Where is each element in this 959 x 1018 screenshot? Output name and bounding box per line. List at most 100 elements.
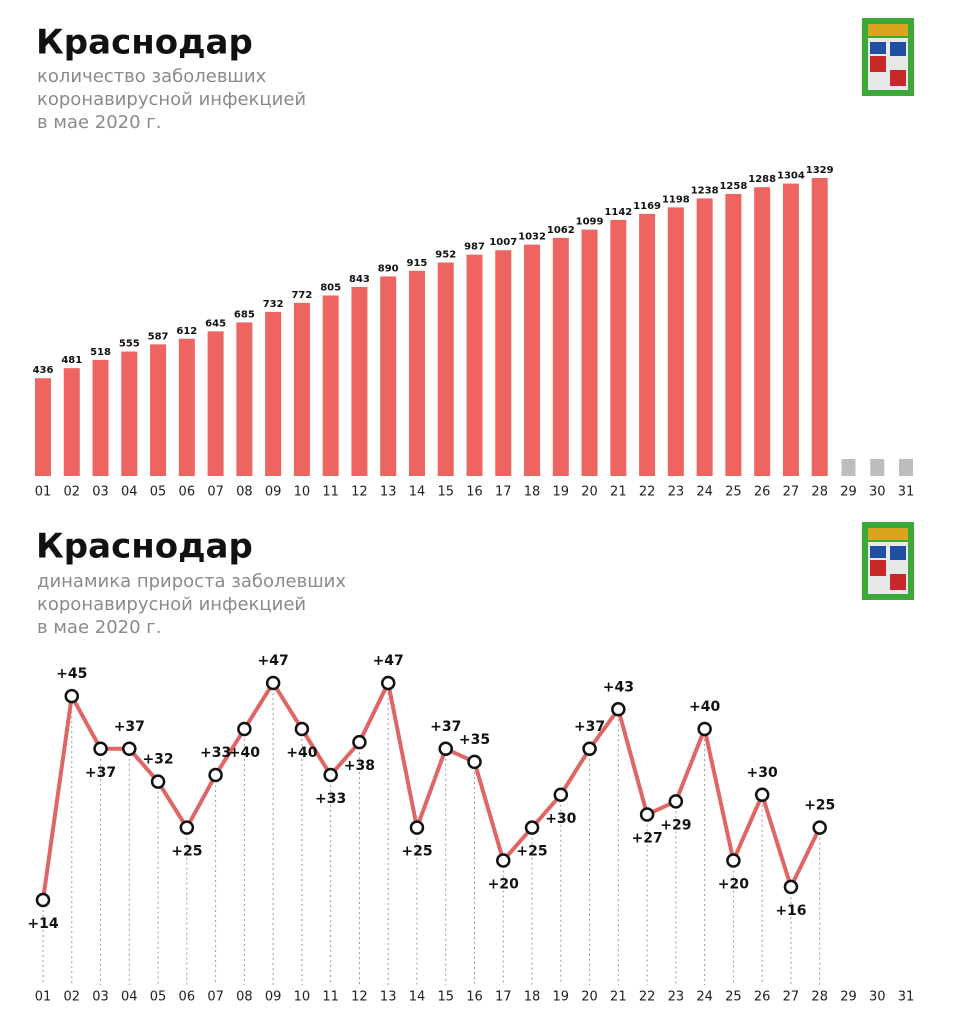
x-tick-label: 12 [351, 990, 368, 1005]
coat-of-arms [862, 18, 914, 96]
x-tick-label: 04 [121, 485, 138, 500]
x-tick-label: 15 [437, 990, 454, 1005]
value-label: +38 [344, 758, 375, 774]
x-tick-label: 02 [63, 485, 80, 500]
placeholder-bar [841, 459, 856, 476]
value-label: +29 [660, 817, 691, 833]
value-label: 1169 [633, 201, 661, 212]
value-label: 685 [234, 309, 255, 320]
x-tick-label: 23 [668, 485, 685, 500]
x-tick-label: 22 [639, 485, 656, 500]
marker [122, 741, 137, 757]
x-tick-label: 31 [898, 485, 915, 500]
bar [725, 193, 742, 477]
x-tick-label: 05 [150, 485, 167, 500]
value-label: 1032 [518, 232, 546, 243]
value-label: 612 [176, 326, 197, 337]
placeholder-bar [899, 459, 913, 476]
marker [438, 741, 453, 757]
marker [754, 787, 770, 803]
value-label: 1142 [604, 207, 632, 218]
value-label: 1062 [547, 225, 575, 236]
x-tick-label: 06 [179, 485, 196, 500]
marker [611, 702, 626, 717]
marker [467, 754, 482, 770]
marker [323, 767, 338, 783]
marker [208, 767, 223, 783]
x-tick-label: 30 [869, 485, 886, 500]
value-label: 1288 [748, 174, 776, 185]
value-label: +40 [689, 699, 720, 715]
value-label: 481 [61, 355, 82, 366]
value-label: +37 [574, 719, 605, 735]
x-tick-label: 10 [294, 485, 311, 500]
bar [322, 295, 339, 476]
marker [524, 820, 540, 835]
x-tick-label: 11 [322, 990, 339, 1005]
value-label: 890 [378, 263, 399, 274]
value-label: 1198 [662, 194, 690, 205]
x-tick-label: 27 [783, 990, 800, 1005]
value-label: 1329 [806, 165, 834, 176]
bar [437, 262, 454, 476]
value-label: 645 [205, 318, 226, 329]
marker [697, 721, 712, 737]
value-label: +25 [516, 844, 547, 860]
value-label: +33 [200, 745, 231, 761]
x-tick-label: 09 [265, 485, 282, 500]
bar [207, 331, 224, 476]
x-tick-label: 16 [466, 485, 483, 500]
value-label: +40 [286, 745, 317, 761]
x-tick-label: 29 [840, 990, 857, 1005]
value-label: 843 [349, 274, 370, 285]
x-tick-label: 08 [236, 990, 253, 1005]
value-label: +47 [373, 653, 404, 669]
marker [496, 853, 511, 868]
marker [93, 741, 108, 757]
value-label: 1258 [719, 181, 747, 192]
bar [811, 178, 828, 476]
x-tick-label: 29 [840, 485, 857, 500]
value-label: +35 [459, 732, 490, 748]
value-label: 987 [464, 242, 485, 253]
bar [236, 322, 253, 476]
bar [524, 244, 541, 476]
bar [150, 344, 167, 476]
x-tick-label: 25 [725, 990, 742, 1005]
marker [150, 774, 166, 789]
value-label: +27 [631, 831, 662, 847]
x-tick-label: 14 [409, 485, 426, 500]
marker [409, 820, 425, 835]
x-tick-label: 18 [524, 485, 541, 500]
marker [553, 787, 569, 803]
value-label: +30 [747, 765, 778, 781]
chart-title: Краснодар [36, 23, 253, 63]
marker [783, 879, 799, 895]
subtitle: коронавирусной инфекцией [37, 594, 306, 615]
x-tick-label: 23 [668, 990, 685, 1005]
x-tick-label: 26 [754, 990, 771, 1005]
subtitle: количество заболевших [37, 66, 267, 87]
x-tick-label: 04 [121, 990, 138, 1005]
x-tick-label: 03 [92, 990, 109, 1005]
x-tick-label: 08 [236, 485, 253, 500]
value-label: 436 [33, 365, 54, 376]
value-label: 1238 [691, 185, 719, 196]
x-tick-label: 19 [553, 485, 570, 500]
x-tick-label: 25 [725, 485, 742, 500]
bar [495, 250, 512, 476]
x-tick-label: 17 [495, 485, 512, 500]
value-label: 1007 [489, 237, 517, 248]
x-tick-label: 28 [811, 485, 828, 500]
marker [237, 721, 252, 737]
bar [351, 286, 368, 476]
bar [552, 237, 569, 476]
subtitle: в мае 2020 г. [37, 112, 161, 133]
value-label: 732 [263, 299, 284, 310]
value-label: +43 [603, 679, 634, 695]
x-tick-label: 12 [351, 485, 368, 500]
x-tick-label: 10 [294, 990, 311, 1005]
bar [380, 276, 397, 476]
x-tick-label: 30 [869, 990, 886, 1005]
x-tick-label: 31 [898, 990, 915, 1005]
